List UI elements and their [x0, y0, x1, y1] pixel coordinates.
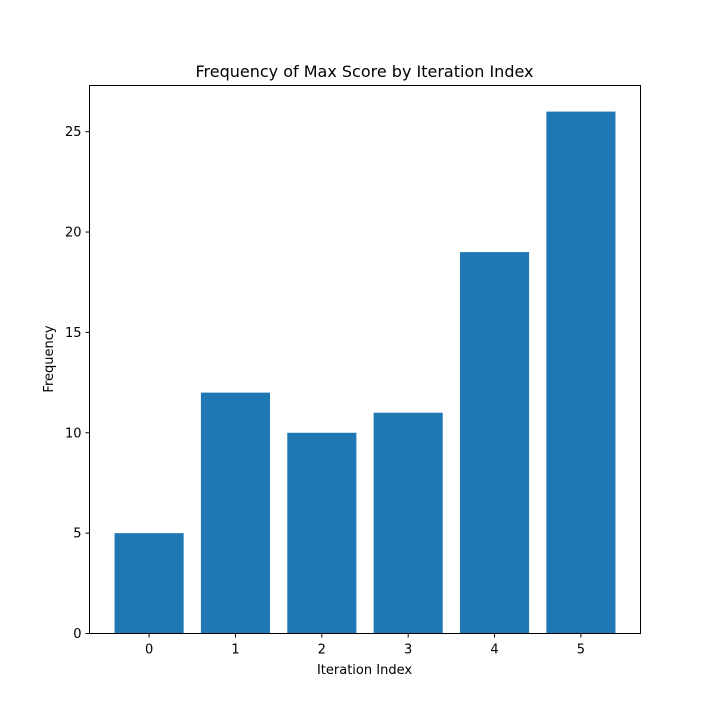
- bar-4: [460, 252, 530, 634]
- y-axis-label: Frequency: [42, 325, 57, 392]
- x-tick-label: 3: [404, 643, 412, 658]
- y-tick-label: 20: [65, 226, 82, 241]
- y-tick-label: 0: [73, 627, 81, 642]
- bar-1: [200, 392, 270, 634]
- bars: [114, 111, 616, 634]
- bar-2: [287, 432, 357, 634]
- y-axis-ticks: 0 5 10 15 20 25: [65, 125, 90, 642]
- x-tick-label: 1: [231, 643, 239, 658]
- bar-0: [114, 533, 184, 634]
- y-tick-label: 25: [65, 125, 82, 140]
- plot-frame: [89, 85, 641, 634]
- y-tick-label: 10: [65, 426, 82, 441]
- x-tick-label: 0: [145, 643, 153, 658]
- x-axis-ticks: 0 1 2 3 4 5: [145, 633, 585, 658]
- x-tick-label: 2: [318, 643, 326, 658]
- x-tick-label: 4: [490, 643, 498, 658]
- x-axis-label: Iteration Index: [317, 663, 412, 678]
- y-tick-label: 5: [73, 527, 81, 542]
- chart-title: Frequency of Max Score by Iteration Inde…: [195, 62, 533, 81]
- bar-3: [373, 412, 443, 634]
- x-tick-label: 5: [577, 643, 585, 658]
- bar-5: [546, 111, 616, 634]
- y-tick-label: 15: [65, 326, 82, 341]
